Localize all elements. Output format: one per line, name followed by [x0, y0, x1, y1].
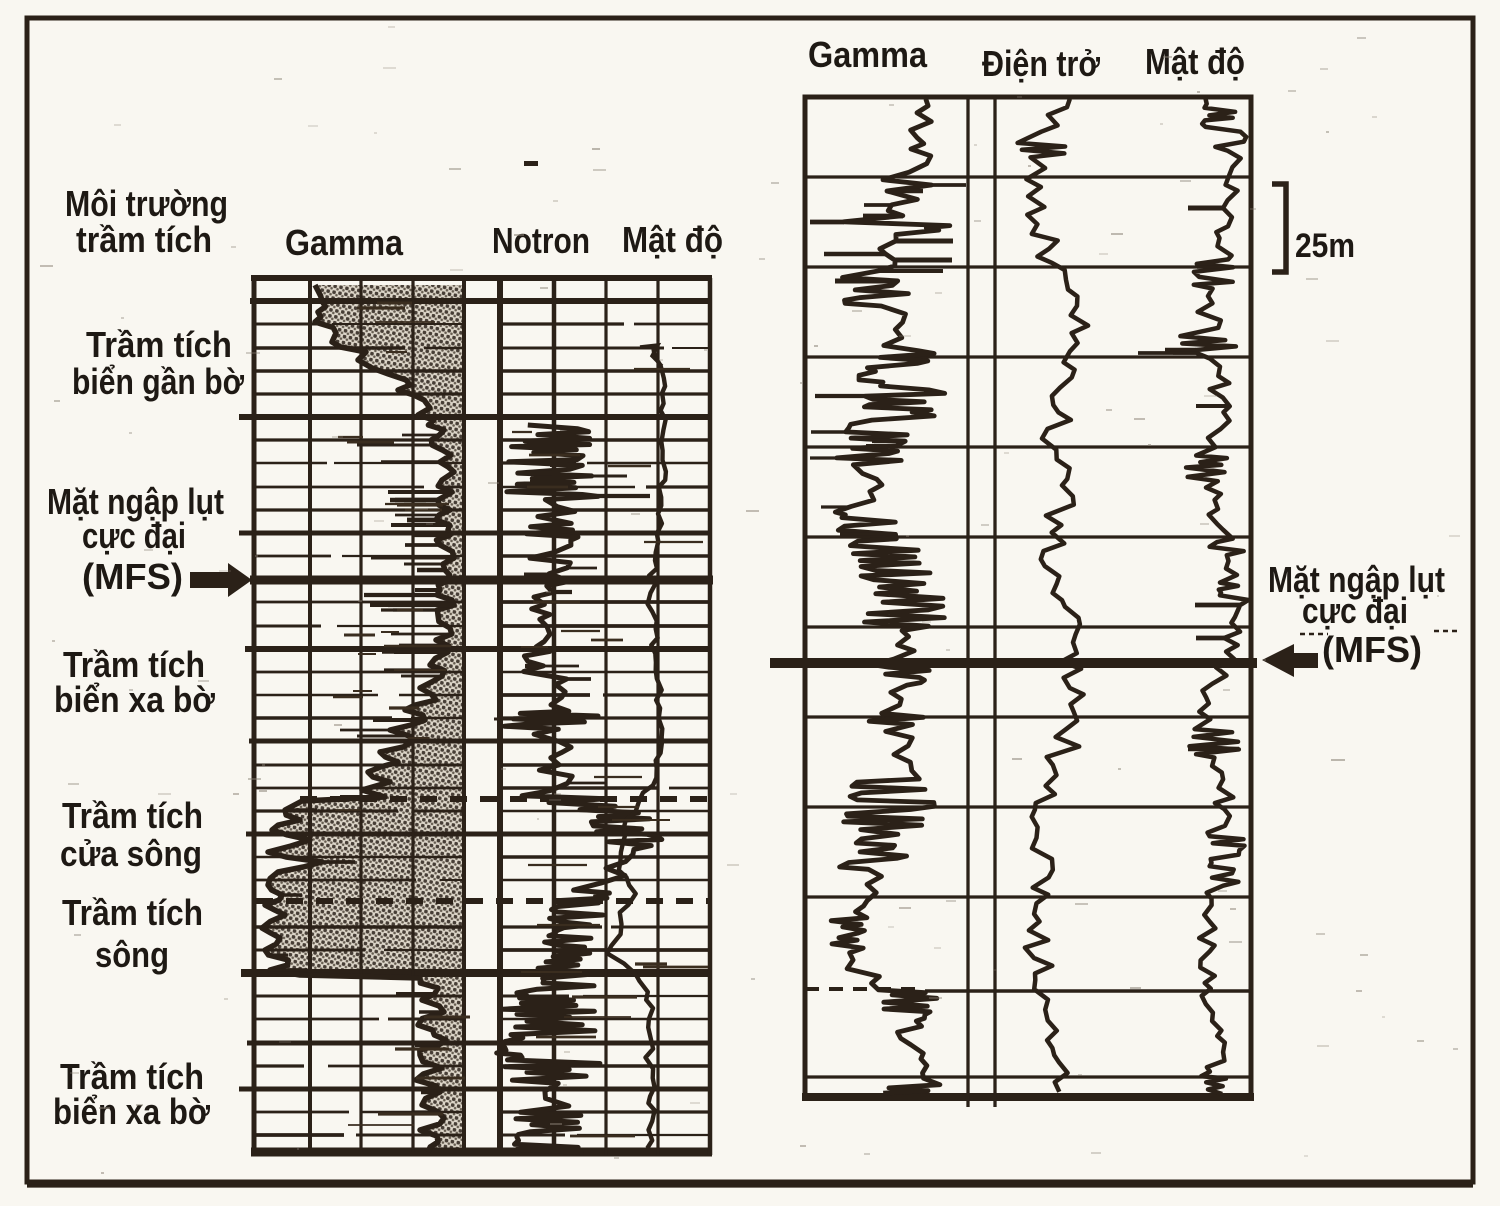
svg-text:cửa sông: cửa sông [60, 833, 202, 874]
svg-text:cực đại: cực đại [1302, 590, 1408, 631]
svg-text:Gamma: Gamma [285, 222, 404, 263]
svg-text:25m: 25m [1295, 227, 1355, 265]
svg-text:Mật độ: Mật độ [622, 219, 723, 260]
svg-text:Trầm tích: Trầm tích [60, 1056, 204, 1097]
svg-text:Mặt ngập lụt: Mặt ngập lụt [47, 481, 224, 522]
svg-text:(MFS): (MFS) [82, 556, 183, 597]
svg-text:Điện trở: Điện trở [982, 43, 1100, 84]
svg-text:sông: sông [95, 934, 169, 975]
svg-text:trầm tích: trầm tích [76, 219, 212, 260]
svg-text:cực đại: cực đại [82, 515, 186, 556]
svg-text:(MFS): (MFS) [1322, 629, 1422, 670]
svg-text:biển xa bờ: biển xa bờ [54, 679, 215, 720]
svg-text:Mặt ngập lụt: Mặt ngập lụt [1268, 559, 1445, 600]
svg-text:Trầm tích: Trầm tích [86, 324, 232, 365]
svg-text:Trầm tích: Trầm tích [63, 644, 205, 685]
svg-text:Trầm tích: Trầm tích [62, 795, 203, 836]
svg-text:Môi trường: Môi trường [65, 183, 228, 224]
svg-text:Mật độ: Mật độ [1145, 41, 1245, 82]
svg-text:biển xa bờ: biển xa bờ [53, 1091, 210, 1132]
svg-text:Gamma: Gamma [808, 34, 928, 75]
svg-text:biển gần bờ: biển gần bờ [72, 361, 244, 402]
svg-text:Trầm tích: Trầm tích [62, 892, 203, 933]
svg-text:Notron: Notron [492, 220, 590, 261]
